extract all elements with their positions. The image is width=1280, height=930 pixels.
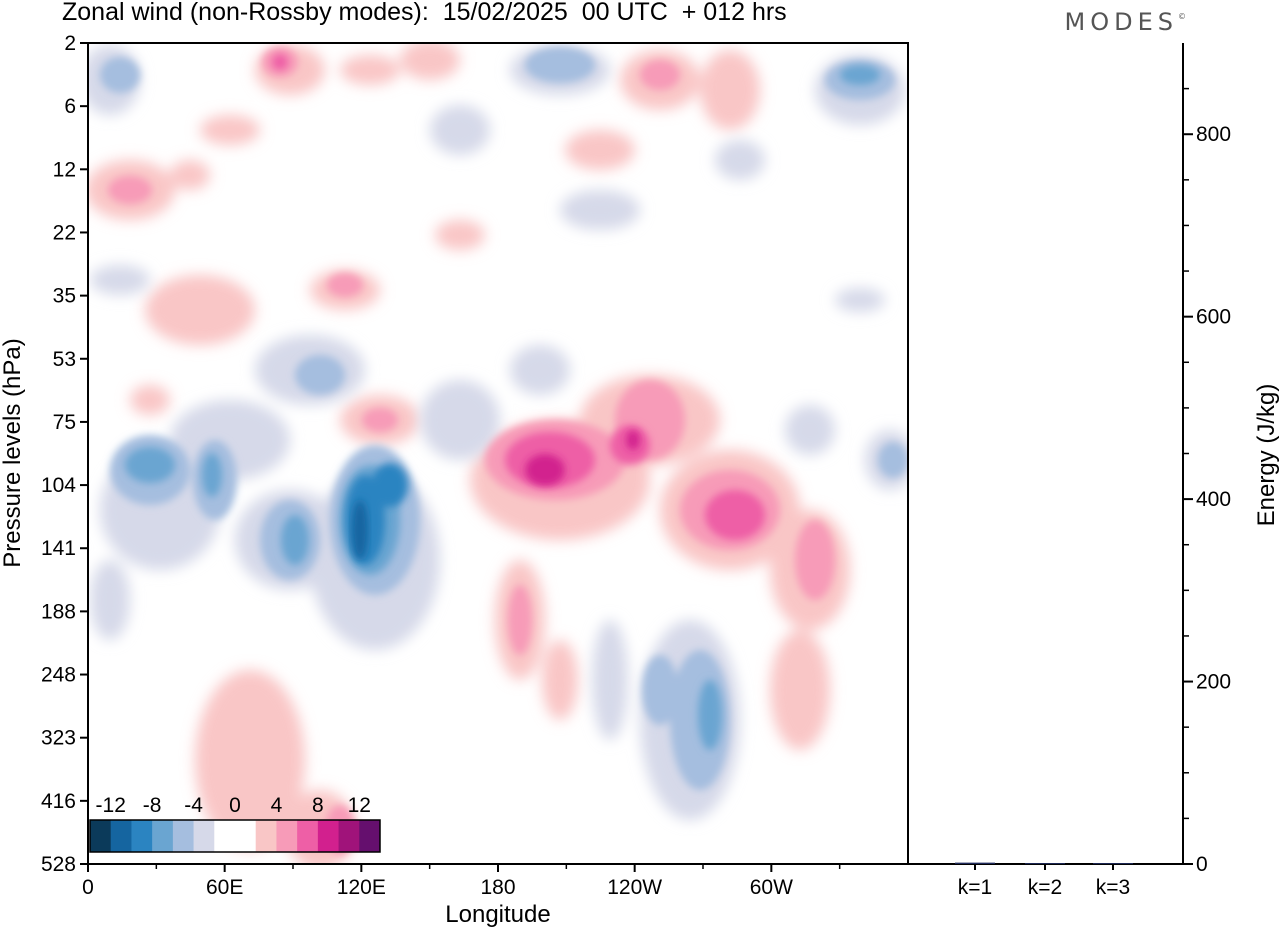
colorbar-swatch: [339, 820, 360, 852]
colorbar-swatch: [194, 820, 215, 852]
bar-category-label: k=3: [1096, 876, 1130, 899]
y-tick-label: 188: [41, 600, 76, 623]
colorbar-label: 0: [229, 794, 241, 817]
colorbar-swatch: [256, 820, 277, 852]
colorbar-swatch: [111, 820, 132, 852]
y-tick-label: 22: [53, 221, 76, 244]
energy-bar: [1093, 863, 1133, 864]
y-tick-label: 53: [53, 348, 76, 371]
energy-tick-label: 600: [1196, 306, 1231, 329]
x-tick-label: 120E: [337, 876, 386, 899]
colorbar-swatch: [359, 820, 380, 852]
x-tick-label: 120W: [607, 876, 662, 899]
y-tick-label: 6: [64, 95, 76, 118]
energy-tick-label: 0: [1196, 853, 1208, 876]
colorbar-label: -4: [184, 794, 203, 817]
colorbar-swatch: [318, 820, 339, 852]
colorbar-label: 12: [348, 794, 371, 817]
chart-canvas: 2612223553751041411882483234165280 60E 120…: [0, 0, 1280, 930]
colorbar-label: 8: [312, 794, 324, 817]
colorbar-swatch: [276, 820, 297, 852]
colorbar-swatch: [235, 820, 256, 852]
y-tick-label: 75: [53, 411, 76, 434]
y-tick-label: 12: [53, 158, 76, 181]
colorbar-swatch: [173, 820, 194, 852]
energy-bar: [1025, 863, 1065, 864]
energy-tick-label: 400: [1196, 488, 1231, 511]
x-tick-label: 60E: [206, 876, 243, 899]
y-tick-label: 248: [41, 664, 76, 687]
x-tick-label: 0: [82, 876, 94, 899]
colorbar-label: -12: [96, 794, 126, 817]
x-tick-label: 60W: [750, 876, 793, 899]
y-tick-label: 2: [64, 32, 76, 55]
heatmap-field: [80, 40, 915, 870]
bar-category-label: k=1: [958, 876, 992, 899]
x-axis-title: Longitude: [445, 901, 550, 928]
energy-axis-title: Energy (J/kg): [1253, 384, 1280, 527]
y-tick-label: 416: [41, 790, 76, 813]
y-tick-label: 528: [41, 853, 76, 876]
energy-bar: [955, 863, 995, 864]
y-tick-label: 35: [53, 285, 76, 308]
bar-category-label: k=2: [1028, 876, 1062, 899]
colorbar-swatch: [297, 820, 318, 852]
x-tick-label: 180: [480, 876, 515, 899]
energy-tick-label: 200: [1196, 671, 1231, 694]
colorbar-swatch: [131, 820, 152, 852]
y-axis-title: Pressure levels (hPa): [0, 338, 26, 567]
colorbar-swatch: [90, 820, 111, 852]
y-tick-label: 141: [41, 537, 76, 560]
colorbar-swatch: [152, 820, 173, 852]
colorbar-label: -8: [143, 794, 162, 817]
y-tick-label: 104: [41, 474, 76, 497]
energy-tick-label: 800: [1196, 123, 1231, 146]
colorbar-swatch: [214, 820, 235, 852]
y-tick-label: 323: [41, 727, 76, 750]
colorbar-label: 4: [271, 794, 283, 817]
